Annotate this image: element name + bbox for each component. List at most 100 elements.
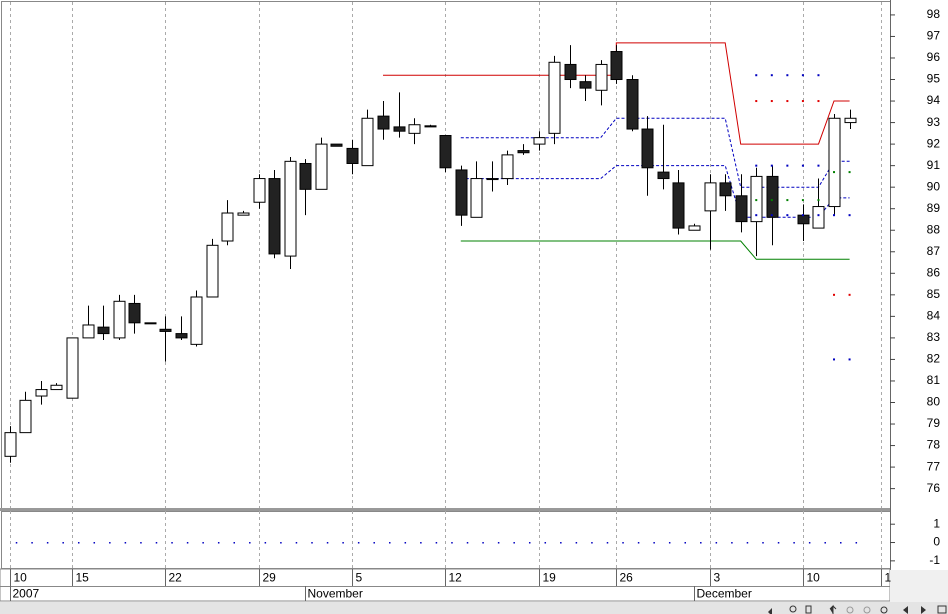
point bbox=[311, 542, 313, 544]
indicator-dot bbox=[755, 100, 758, 103]
indicator-dot bbox=[755, 164, 758, 167]
candle-body bbox=[144, 322, 157, 325]
candle-body bbox=[159, 328, 172, 332]
y-tick-label: 94 bbox=[927, 93, 941, 107]
candle-body bbox=[35, 389, 48, 397]
candle-body bbox=[735, 195, 748, 223]
point bbox=[637, 542, 640, 544]
point bbox=[497, 542, 500, 544]
candle-body bbox=[501, 154, 514, 180]
candle-body bbox=[455, 169, 468, 216]
indicator-dot bbox=[817, 164, 820, 167]
candle-body bbox=[315, 143, 328, 190]
y-tick-label: 93 bbox=[927, 115, 941, 129]
point bbox=[451, 542, 453, 544]
candle-body bbox=[361, 117, 374, 167]
indicator-dot bbox=[833, 293, 836, 296]
zoom-icon[interactable] bbox=[846, 606, 854, 614]
scroll-icon[interactable] bbox=[768, 608, 772, 614]
candle-body bbox=[828, 117, 841, 208]
candle-body bbox=[19, 399, 32, 434]
toolbar-icons[interactable] bbox=[768, 604, 947, 614]
indicator-dot bbox=[786, 74, 789, 77]
panel-separator bbox=[0, 508, 891, 511]
indicator-dot bbox=[770, 214, 773, 217]
candle-body bbox=[579, 81, 592, 89]
y-tick-label: 91 bbox=[927, 158, 941, 172]
candle-body bbox=[439, 134, 452, 169]
point bbox=[93, 542, 96, 544]
point bbox=[793, 542, 795, 544]
candle-body bbox=[595, 63, 608, 91]
candle-body bbox=[564, 63, 577, 81]
point bbox=[155, 542, 158, 544]
candle-body bbox=[641, 128, 654, 169]
candle-body bbox=[66, 337, 79, 399]
point bbox=[77, 542, 80, 544]
zoom-out-icon[interactable] bbox=[863, 606, 871, 614]
candle-body bbox=[190, 296, 203, 345]
point bbox=[326, 542, 329, 544]
candle-body bbox=[844, 117, 857, 124]
point bbox=[824, 542, 826, 544]
point bbox=[295, 542, 298, 544]
indicator-dot bbox=[833, 358, 836, 361]
candle-body bbox=[253, 178, 266, 203]
point bbox=[171, 542, 173, 544]
month-label: 2007 bbox=[13, 587, 40, 601]
point bbox=[575, 542, 578, 544]
point bbox=[466, 542, 469, 544]
point bbox=[544, 542, 547, 544]
y-tick-label: 88 bbox=[927, 222, 941, 236]
menu-icon[interactable] bbox=[937, 605, 947, 614]
zoom-in-icon[interactable] bbox=[880, 606, 888, 614]
point bbox=[715, 542, 718, 544]
x-tick-label: 19 bbox=[543, 571, 557, 585]
candle-body bbox=[704, 182, 717, 212]
x-tick-label: 5 bbox=[356, 571, 363, 585]
indicator-dot bbox=[770, 100, 773, 103]
candle-body bbox=[4, 432, 17, 457]
point bbox=[404, 542, 407, 544]
point bbox=[342, 542, 344, 544]
indicator-dot bbox=[801, 199, 804, 202]
y-tick-label: 83 bbox=[927, 330, 941, 344]
y-tick-label: 87 bbox=[927, 244, 941, 258]
point bbox=[31, 542, 33, 544]
point bbox=[528, 542, 531, 544]
candle-body bbox=[672, 182, 685, 229]
y-tick-label: 85 bbox=[927, 287, 941, 301]
point bbox=[684, 542, 686, 544]
x-tick-label: 29 bbox=[263, 571, 277, 585]
point bbox=[762, 542, 764, 544]
toolbar bbox=[0, 602, 948, 614]
refresh-icon[interactable] bbox=[789, 605, 797, 613]
indicator-dot bbox=[755, 214, 758, 217]
candle-body bbox=[206, 244, 219, 298]
y-tick-label: 1 bbox=[933, 516, 940, 530]
candle-body bbox=[330, 143, 343, 147]
next-icon[interactable] bbox=[921, 606, 926, 614]
point bbox=[280, 542, 282, 544]
indicator-dot bbox=[848, 214, 851, 217]
candle-body bbox=[393, 126, 406, 132]
indicator-dot bbox=[770, 164, 773, 167]
up-icon[interactable] bbox=[829, 604, 837, 614]
axis-corner bbox=[890, 570, 948, 602]
month-label: December bbox=[697, 587, 752, 601]
x-tick-label: 12 bbox=[449, 571, 463, 585]
candle-body bbox=[797, 214, 810, 225]
point bbox=[731, 542, 733, 544]
candle-body bbox=[470, 178, 483, 218]
print-icon[interactable] bbox=[805, 605, 812, 614]
indicator-dot bbox=[817, 214, 820, 217]
candle-body bbox=[750, 175, 763, 223]
point bbox=[217, 542, 220, 544]
indicator-dot bbox=[770, 74, 773, 77]
y-tick-label: 97 bbox=[927, 29, 941, 43]
point bbox=[357, 542, 360, 544]
prev-icon[interactable] bbox=[903, 606, 908, 614]
candle-body bbox=[175, 333, 188, 339]
